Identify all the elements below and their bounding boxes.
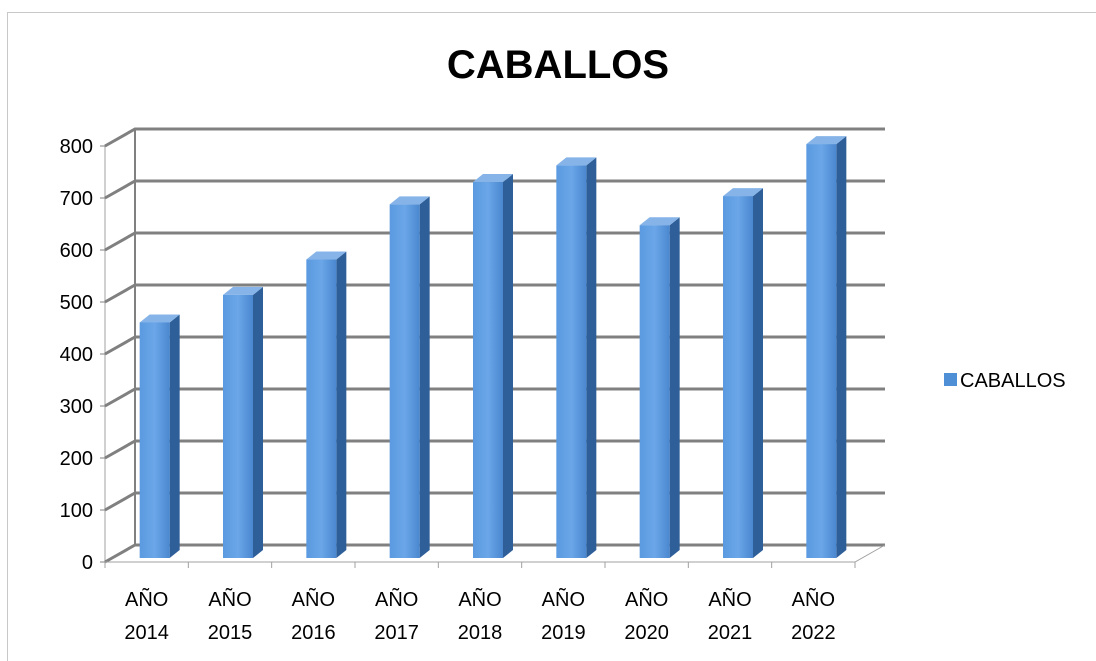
gridline bbox=[104, 387, 885, 408]
bar bbox=[306, 251, 347, 558]
x-tick-label: AÑO bbox=[375, 587, 418, 611]
bar bbox=[139, 314, 180, 558]
x-tick-label: AÑO bbox=[458, 587, 501, 611]
bar-top bbox=[723, 188, 763, 197]
x-tick-label: AÑO bbox=[125, 587, 168, 611]
x-tick-label: 2020 bbox=[624, 622, 669, 644]
legend-label: CABALLOS bbox=[960, 370, 1066, 392]
x-tick-label: AÑO bbox=[792, 587, 835, 611]
gridline bbox=[104, 179, 885, 200]
bar-side bbox=[419, 196, 430, 558]
y-tick-label: 0 bbox=[82, 552, 93, 574]
x-tick-label: 2022 bbox=[791, 622, 836, 644]
bar bbox=[556, 157, 597, 558]
bar-top bbox=[306, 251, 347, 260]
bar-top bbox=[639, 217, 680, 226]
bar bbox=[389, 196, 430, 558]
chart-title: CABALLOS bbox=[447, 43, 669, 87]
bar-top bbox=[473, 174, 513, 183]
y-tick-label: 400 bbox=[60, 344, 93, 366]
chart-frame bbox=[7, 12, 1096, 661]
bar-front bbox=[306, 259, 337, 558]
bar-front bbox=[389, 204, 420, 558]
x-tick-label: AÑO bbox=[708, 587, 751, 611]
x-tick-label: 2014 bbox=[124, 622, 169, 644]
x-tick-label: AÑO bbox=[292, 587, 335, 611]
y-axis-tick-labels: 0 100 200 300 400 500 600 700 800 bbox=[60, 136, 93, 574]
bar-side bbox=[503, 174, 513, 559]
gridline bbox=[104, 491, 885, 512]
bar-front bbox=[223, 294, 253, 558]
gridline bbox=[104, 543, 885, 564]
bar-side bbox=[669, 217, 680, 558]
x-tick-label: AÑO bbox=[625, 587, 668, 611]
legend: CABALLOS bbox=[944, 370, 1066, 392]
y-tick-label: 100 bbox=[60, 500, 93, 522]
gridline bbox=[104, 231, 885, 252]
bar-top bbox=[223, 286, 263, 295]
bar-front bbox=[806, 144, 837, 558]
y-tick-label: 600 bbox=[60, 240, 93, 262]
legend-swatch bbox=[944, 373, 957, 386]
bar-side bbox=[586, 157, 597, 558]
bar-side bbox=[169, 314, 180, 558]
x-tick-label: 2021 bbox=[708, 622, 753, 644]
bar-front bbox=[639, 225, 670, 558]
x-tick-label: AÑO bbox=[542, 587, 585, 611]
bar bbox=[223, 286, 263, 558]
bar-top bbox=[556, 157, 597, 166]
gridline bbox=[104, 335, 885, 356]
bar-front bbox=[473, 182, 503, 559]
gridlines bbox=[100, 127, 886, 568]
bar-side bbox=[336, 251, 347, 558]
bar-front bbox=[556, 165, 587, 558]
bar-top bbox=[389, 196, 430, 205]
bar-top bbox=[139, 314, 180, 323]
bar-side bbox=[253, 286, 263, 558]
x-tick-label: 2017 bbox=[374, 622, 419, 644]
bar-top bbox=[806, 136, 847, 145]
gridline bbox=[104, 127, 885, 148]
x-axis-tick-labels: AÑO 2014 AÑO 2015 AÑO 2016 AÑO 2017 AÑO 2018 AÑO 20… bbox=[124, 587, 835, 644]
bar bbox=[723, 188, 763, 558]
x-tick-label: 2015 bbox=[208, 622, 253, 644]
y-tick-label: 500 bbox=[60, 292, 93, 314]
bar bbox=[806, 136, 847, 558]
bar-side bbox=[836, 136, 847, 558]
y-tick-label: 300 bbox=[60, 396, 93, 418]
y-tick-label: 200 bbox=[60, 448, 93, 470]
x-tick-label: 2018 bbox=[458, 622, 503, 644]
y-tick-label: 700 bbox=[60, 188, 93, 210]
x-tick-label: 2019 bbox=[541, 622, 586, 644]
y-tick-label: 800 bbox=[60, 136, 93, 158]
gridline bbox=[104, 439, 885, 460]
x-tick-label: AÑO bbox=[208, 587, 251, 611]
x-tick-label: 2016 bbox=[291, 622, 336, 644]
bar bbox=[473, 174, 513, 559]
bar bbox=[639, 217, 680, 558]
bar-front bbox=[139, 322, 170, 558]
bar-side bbox=[753, 188, 763, 558]
gridline bbox=[104, 283, 885, 304]
bar-front bbox=[723, 196, 753, 558]
bars bbox=[139, 136, 847, 559]
